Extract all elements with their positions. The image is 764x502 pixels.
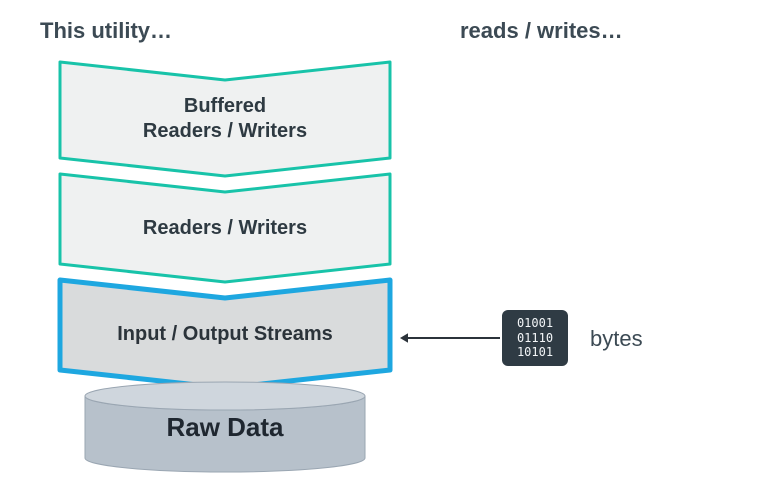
diagram-canvas: This utility… reads / writes… BufferedRe… [0,0,764,502]
byte-line-0: 01001 [517,316,553,330]
bytes-text: bytes [590,326,643,351]
byte-line-1: 01110 [517,331,553,345]
byte-box: 01001 01110 10101 [502,310,568,366]
byte-line-2: 10101 [517,345,553,359]
bytes-label: bytes [590,326,643,352]
annotation-arrow [0,0,764,502]
arrow-head [400,333,408,343]
